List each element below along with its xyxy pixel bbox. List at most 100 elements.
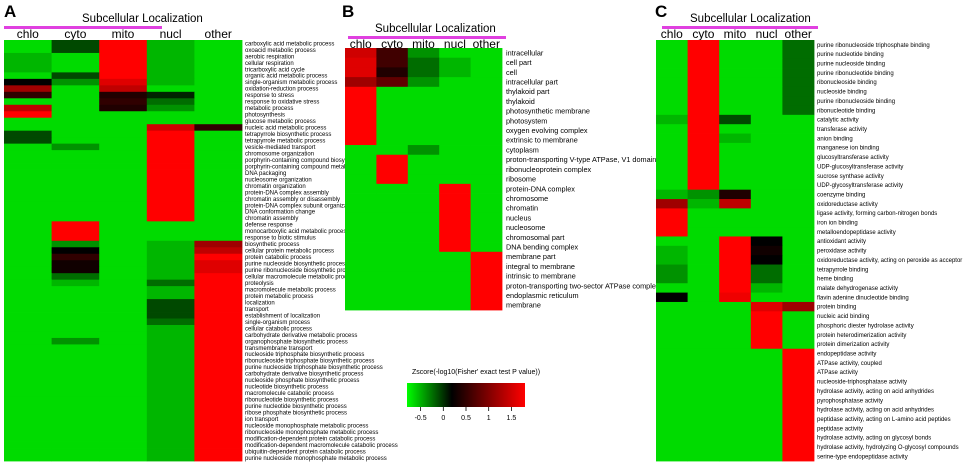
heatmap-cell [4,137,52,145]
heatmap-cell [470,115,503,127]
column-label-nucl: nucl [444,37,466,51]
heatmap-cell [439,96,471,107]
heatmap-cell [99,182,148,190]
legend-color-bar [407,383,525,407]
heatmap-cell [146,234,195,242]
heatmap-cell [99,260,148,268]
heatmap-cell [99,91,148,99]
row-label: membrane [506,301,541,310]
heatmap-cell [376,183,409,194]
heatmap-cell [656,395,688,406]
heatmap-cell [687,432,720,443]
row-label: membrane part [506,252,555,261]
heatmap-cell [376,86,409,97]
row-label: nucleoside monophosphate metabolic proce… [245,423,368,429]
heatmap-cell [719,40,752,50]
row-label: nucleoside triphosphate biosynthetic pro… [245,352,364,358]
heatmap-cell [4,415,52,423]
heatmap-cell [4,130,52,138]
heatmap-cell [439,203,471,214]
row-label: carbohydrate derivative biosynthetic pro… [245,372,363,378]
heatmap-cell [99,286,148,293]
heatmap-cell [99,247,148,255]
heatmap-cell [4,331,52,339]
heatmap-cell [376,232,409,243]
heatmap-cell [194,91,243,99]
heatmap-cell [407,271,440,282]
row-label: tetrapyrrole binding [817,267,868,273]
heatmap-cell [194,363,243,371]
heatmap-cell [687,170,720,181]
heatmap-cell [146,214,195,222]
heatmap-cell [345,57,377,68]
heatmap-cell [376,174,409,185]
panel-letter-c: C [655,2,667,21]
heatmap-cell [99,383,148,391]
heatmap-cell [51,441,100,449]
heatmap-cell [719,283,752,293]
heatmap-cell [687,114,720,125]
heatmap-cell [99,292,148,300]
heatmap-cell [4,65,52,73]
heatmap-cell [656,142,688,153]
heatmap-cell [470,174,503,185]
heatmap-cell [782,245,815,256]
row-label: hydrolase activity, acting on acid anhyd… [817,408,934,414]
row-label: intracellular [506,48,544,57]
heatmap-cell [750,77,783,88]
heatmap-cell [146,409,195,417]
heatmap-cell [146,124,195,132]
heatmap-cell [407,164,440,175]
heatmap-cell [4,350,52,358]
row-label: porphyrin-containing compound metabolic … [245,164,379,170]
heatmap-cell [656,255,688,265]
heatmap-cell [194,195,243,203]
heatmap-cell [656,367,688,378]
heatmap-cell [99,273,148,281]
row-label: cellular protein metabolic process [245,249,334,255]
heatmap-cell [439,280,471,291]
legend-title: Zscore(-log10(Fisher' exact test P value… [412,369,540,376]
heatmap-cell [750,339,783,350]
heatmap-cell [656,170,688,181]
heatmap-cell [99,312,148,319]
heatmap-cell [656,442,688,453]
heatmap-cell [99,188,148,196]
heatmap-cell [782,301,815,312]
heatmap-cell [51,454,100,462]
heatmap-cell [750,86,783,97]
heatmap-cell [687,180,720,191]
heatmap-cell [51,124,100,132]
heatmap-cell [194,422,243,430]
heatmap-cell [750,395,783,406]
heatmap-cell [51,286,100,293]
heatmap-cell [146,370,195,378]
heatmap-cell [51,389,100,397]
heatmap-cell [4,260,52,268]
heatmap-cell [470,164,503,175]
heatmap-cell [407,212,440,224]
heatmap-cell [99,396,148,404]
heatmap-cell [687,348,720,359]
row-label: oxidation-reduction process [245,87,318,93]
legend-tick-label: 1.5 [507,415,517,422]
heatmap-cell [345,135,377,146]
heatmap-cell [750,142,783,153]
heatmap-cell [51,312,100,319]
panel-c-row-labels: purine ribonucleoside triphosphate bindi… [817,43,962,461]
row-label: phosphoric diester hydrolase activity [817,323,914,329]
heatmap-cell [99,448,148,455]
heatmap-cell [719,404,752,415]
heatmap-cell [51,299,100,306]
heatmap-cell [782,376,815,387]
heatmap-cell [194,137,243,145]
heatmap-cell [4,247,52,255]
row-label: carboxylic acid metabolic process [245,41,334,47]
heatmap-cell [687,217,720,228]
heatmap-cell [51,188,100,196]
heatmap-cell [656,292,688,303]
heatmap-cell [194,273,243,281]
heatmap-cell [146,65,195,73]
heatmap-cell [687,227,720,237]
heatmap-cell [4,111,52,119]
